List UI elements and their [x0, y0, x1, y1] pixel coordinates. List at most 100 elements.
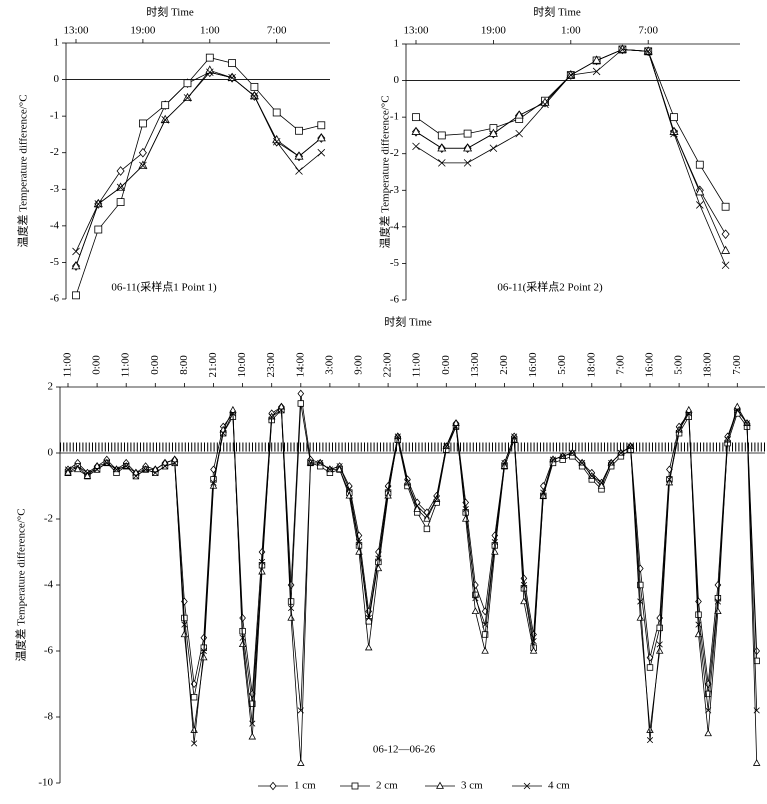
marker [597, 481, 606, 489]
marker [205, 65, 215, 74]
marker [74, 463, 81, 470]
y-tick-label: -5 [390, 257, 400, 269]
marker [452, 423, 460, 430]
annotation: 06-12—06-26 [373, 744, 436, 756]
marker [588, 473, 595, 480]
marker [655, 646, 664, 654]
series-line [67, 409, 758, 744]
x-tick-label: 21:00 [207, 352, 219, 378]
marker [482, 621, 489, 628]
legend-label: 3 cm [461, 780, 483, 792]
marker [239, 634, 246, 641]
marker [93, 462, 101, 469]
marker [160, 114, 170, 123]
marker [152, 469, 159, 476]
marker [272, 134, 282, 144]
marker [72, 291, 80, 300]
marker [411, 126, 421, 135]
x-axis-title: 时刻 Time [384, 315, 432, 329]
marker [248, 732, 257, 740]
marker [139, 161, 147, 170]
marker [491, 539, 498, 546]
marker [481, 631, 489, 638]
marker [190, 726, 198, 733]
marker [132, 468, 140, 476]
y-tick-label: 0 [48, 447, 54, 459]
marker [489, 144, 498, 153]
y-axis-title: 温度差 Temperature difference/°C [16, 94, 30, 247]
marker [462, 506, 469, 513]
marker [608, 459, 615, 466]
marker [452, 419, 460, 426]
marker [71, 261, 81, 270]
marker [412, 113, 420, 122]
marker [733, 402, 742, 410]
x-tick-label: 13:00 [403, 25, 429, 37]
marker [443, 443, 450, 450]
marker [567, 71, 575, 79]
marker [317, 459, 324, 466]
y-tick-label: -2 [44, 513, 53, 525]
marker [753, 707, 760, 714]
x-tick-label: 0:00 [149, 355, 161, 375]
marker [414, 502, 421, 509]
x-axis-title: 时刻 Time [533, 5, 581, 19]
series-line [75, 69, 322, 267]
marker [94, 200, 103, 208]
x-tick-label: 9:00 [353, 355, 365, 375]
x-tick-label: 19:00 [481, 25, 507, 37]
marker [438, 159, 446, 167]
marker [287, 613, 295, 621]
marker [250, 82, 259, 91]
marker [93, 198, 103, 208]
marker [705, 707, 712, 714]
marker [463, 129, 472, 138]
annotation: 06-11(采样点1 Point 1) [111, 280, 217, 294]
marker [307, 459, 314, 466]
marker [116, 198, 125, 206]
x-tick-label: 11:00 [120, 352, 132, 377]
marker [592, 67, 601, 76]
marker [734, 407, 741, 414]
y-tick-label: -4 [50, 219, 60, 231]
marker [84, 469, 91, 476]
series-line [67, 393, 758, 694]
y-tick-label: 1 [394, 38, 400, 50]
marker [618, 45, 627, 54]
marker [617, 449, 624, 457]
marker [423, 525, 431, 533]
marker [627, 443, 634, 450]
marker [72, 247, 80, 256]
marker [463, 159, 472, 167]
marker [346, 486, 353, 493]
marker [336, 463, 343, 470]
x-tick-label: 8:00 [178, 355, 190, 375]
marker [511, 433, 518, 440]
marker [471, 607, 480, 615]
x-tick-label: 23:00 [265, 352, 277, 378]
x-tick-label: 7:00 [731, 355, 743, 375]
marker [598, 479, 605, 486]
legend-label: 1 cm [294, 780, 316, 792]
y-tick-label: -2 [50, 146, 59, 158]
marker [437, 143, 447, 152]
marker [161, 458, 169, 466]
marker [523, 782, 531, 790]
y-tick-label: 0 [394, 74, 400, 86]
marker [514, 110, 524, 119]
marker [297, 400, 304, 407]
marker [123, 463, 130, 470]
marker [297, 759, 305, 766]
marker [170, 455, 179, 463]
marker [721, 229, 730, 239]
x-tick-label: 7:00 [267, 25, 287, 37]
marker [646, 664, 654, 671]
x-tick-label: 16:00 [527, 352, 539, 378]
marker [695, 597, 702, 606]
marker [132, 473, 139, 480]
marker [394, 433, 401, 440]
marker [200, 647, 207, 655]
marker [238, 640, 247, 648]
